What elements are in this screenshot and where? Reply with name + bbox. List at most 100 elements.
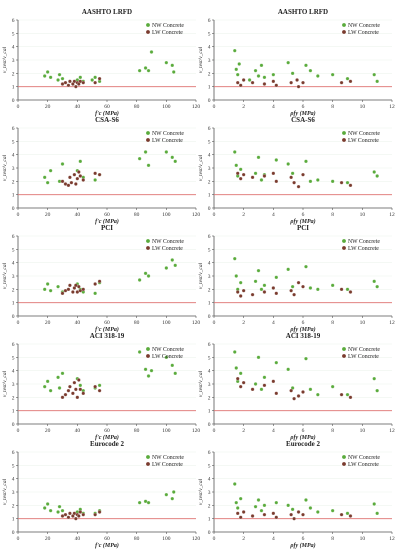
lw-point bbox=[78, 510, 83, 514]
legend-label-nw: NW Concrete bbox=[152, 455, 184, 461]
y-tick-label: 4 bbox=[12, 45, 15, 51]
nw-point bbox=[45, 282, 50, 286]
legend-label-nw: NW Concrete bbox=[152, 23, 184, 29]
nw-point bbox=[316, 178, 320, 182]
nw-point bbox=[375, 79, 379, 84]
nw-point bbox=[256, 498, 261, 502]
x-tick-label: 0 bbox=[17, 212, 20, 218]
legend-marker-nw bbox=[146, 347, 150, 351]
nw-point bbox=[345, 76, 350, 81]
legend-marker-nw bbox=[342, 347, 346, 351]
y-tick-label: 0 bbox=[12, 206, 15, 212]
lw-point bbox=[296, 184, 301, 189]
chart-title: PCI bbox=[297, 224, 309, 232]
y-tick-label: 0 bbox=[208, 206, 211, 212]
nw-point bbox=[232, 48, 237, 53]
lw-point bbox=[66, 388, 71, 393]
x-tick-label: 20 bbox=[45, 536, 51, 542]
y-tick-label: 0 bbox=[208, 314, 211, 320]
y-tick-label: 5 bbox=[12, 139, 15, 145]
lw-point bbox=[274, 515, 279, 520]
x-tick-label: 80 bbox=[134, 428, 140, 434]
chart-title: Eurocode 2 bbox=[90, 440, 124, 448]
x-tick-label: 100 bbox=[162, 320, 171, 326]
nw-point bbox=[48, 388, 53, 393]
nw-point bbox=[308, 286, 313, 290]
lw-point bbox=[81, 80, 86, 85]
nw-point bbox=[232, 150, 237, 154]
lw-point bbox=[78, 79, 83, 84]
chart-title: AASHTO LRFD bbox=[82, 8, 132, 16]
nw-point bbox=[56, 78, 60, 82]
lw-point bbox=[250, 175, 255, 180]
y-tick-label: 2 bbox=[208, 179, 211, 185]
y-tick-label: 3 bbox=[12, 274, 15, 280]
lw-point bbox=[348, 395, 353, 400]
lw-point bbox=[295, 78, 299, 82]
x-tick-label: 80 bbox=[134, 212, 140, 218]
nw-point bbox=[149, 50, 154, 54]
lw-point bbox=[348, 79, 353, 84]
y-axis-label: v_test/v_cal bbox=[2, 370, 8, 397]
lw-point bbox=[75, 395, 80, 400]
nw-point bbox=[256, 155, 261, 160]
legend-marker-lw bbox=[342, 138, 346, 142]
y-tick-label: 4 bbox=[12, 369, 15, 375]
nw-point bbox=[137, 350, 142, 354]
lw-point bbox=[68, 79, 72, 84]
x-tick-label: 40 bbox=[75, 104, 81, 110]
x-tick-label: 10 bbox=[360, 536, 366, 542]
y-tick-label: 4 bbox=[208, 369, 211, 375]
lw-point bbox=[250, 387, 255, 392]
lw-point bbox=[72, 511, 77, 516]
lw-point bbox=[76, 378, 81, 382]
nw-point bbox=[345, 511, 350, 516]
nw-point bbox=[149, 368, 154, 373]
legend-marker-lw bbox=[146, 354, 150, 358]
nw-point bbox=[234, 67, 239, 72]
nw-point bbox=[45, 70, 50, 74]
nw-point bbox=[372, 170, 377, 174]
nw-point bbox=[274, 158, 279, 162]
lw-point bbox=[63, 80, 68, 85]
legend-marker-nw bbox=[146, 239, 150, 243]
nw-point bbox=[143, 367, 148, 372]
x-tick-label: 12 bbox=[389, 536, 395, 542]
legend-label-lw: LW Concrete bbox=[152, 462, 183, 468]
x-tick-label: 40 bbox=[75, 320, 81, 326]
x-tick-label: 100 bbox=[162, 212, 171, 218]
nw-point bbox=[57, 504, 62, 509]
lw-point bbox=[63, 392, 68, 397]
y-tick-label: 2 bbox=[12, 71, 15, 77]
nw-point bbox=[330, 508, 335, 513]
nw-point bbox=[262, 283, 267, 288]
lw-point bbox=[74, 84, 78, 89]
nw-point bbox=[262, 375, 267, 380]
lw-point bbox=[292, 516, 296, 521]
nw-point bbox=[143, 150, 148, 154]
nw-point bbox=[274, 360, 279, 365]
nw-point bbox=[232, 256, 237, 261]
x-tick-label: 12 bbox=[389, 212, 395, 218]
x-tick-label: 80 bbox=[134, 320, 140, 326]
nw-point bbox=[171, 490, 176, 494]
x-tick-label: 4 bbox=[272, 536, 275, 542]
y-tick-label: 3 bbox=[12, 490, 15, 496]
y-tick-label: 0 bbox=[208, 530, 211, 536]
legend-label-lw: LW Concrete bbox=[152, 30, 183, 36]
nw-point bbox=[137, 156, 142, 161]
x-tick-label: 6 bbox=[302, 536, 305, 542]
y-tick-label: 0 bbox=[12, 530, 15, 536]
legend-label-lw: LW Concrete bbox=[348, 138, 379, 144]
nw-point bbox=[259, 178, 264, 182]
x-tick-label: 10 bbox=[360, 104, 366, 110]
y-tick-label: 1 bbox=[208, 409, 211, 415]
lw-point bbox=[241, 510, 246, 514]
nw-point bbox=[259, 287, 264, 292]
y-tick-label: 6 bbox=[12, 234, 15, 240]
x-tick-label: 100 bbox=[162, 536, 171, 542]
x-tick-label: 0 bbox=[213, 320, 216, 326]
x-tick-label: 60 bbox=[104, 104, 110, 110]
